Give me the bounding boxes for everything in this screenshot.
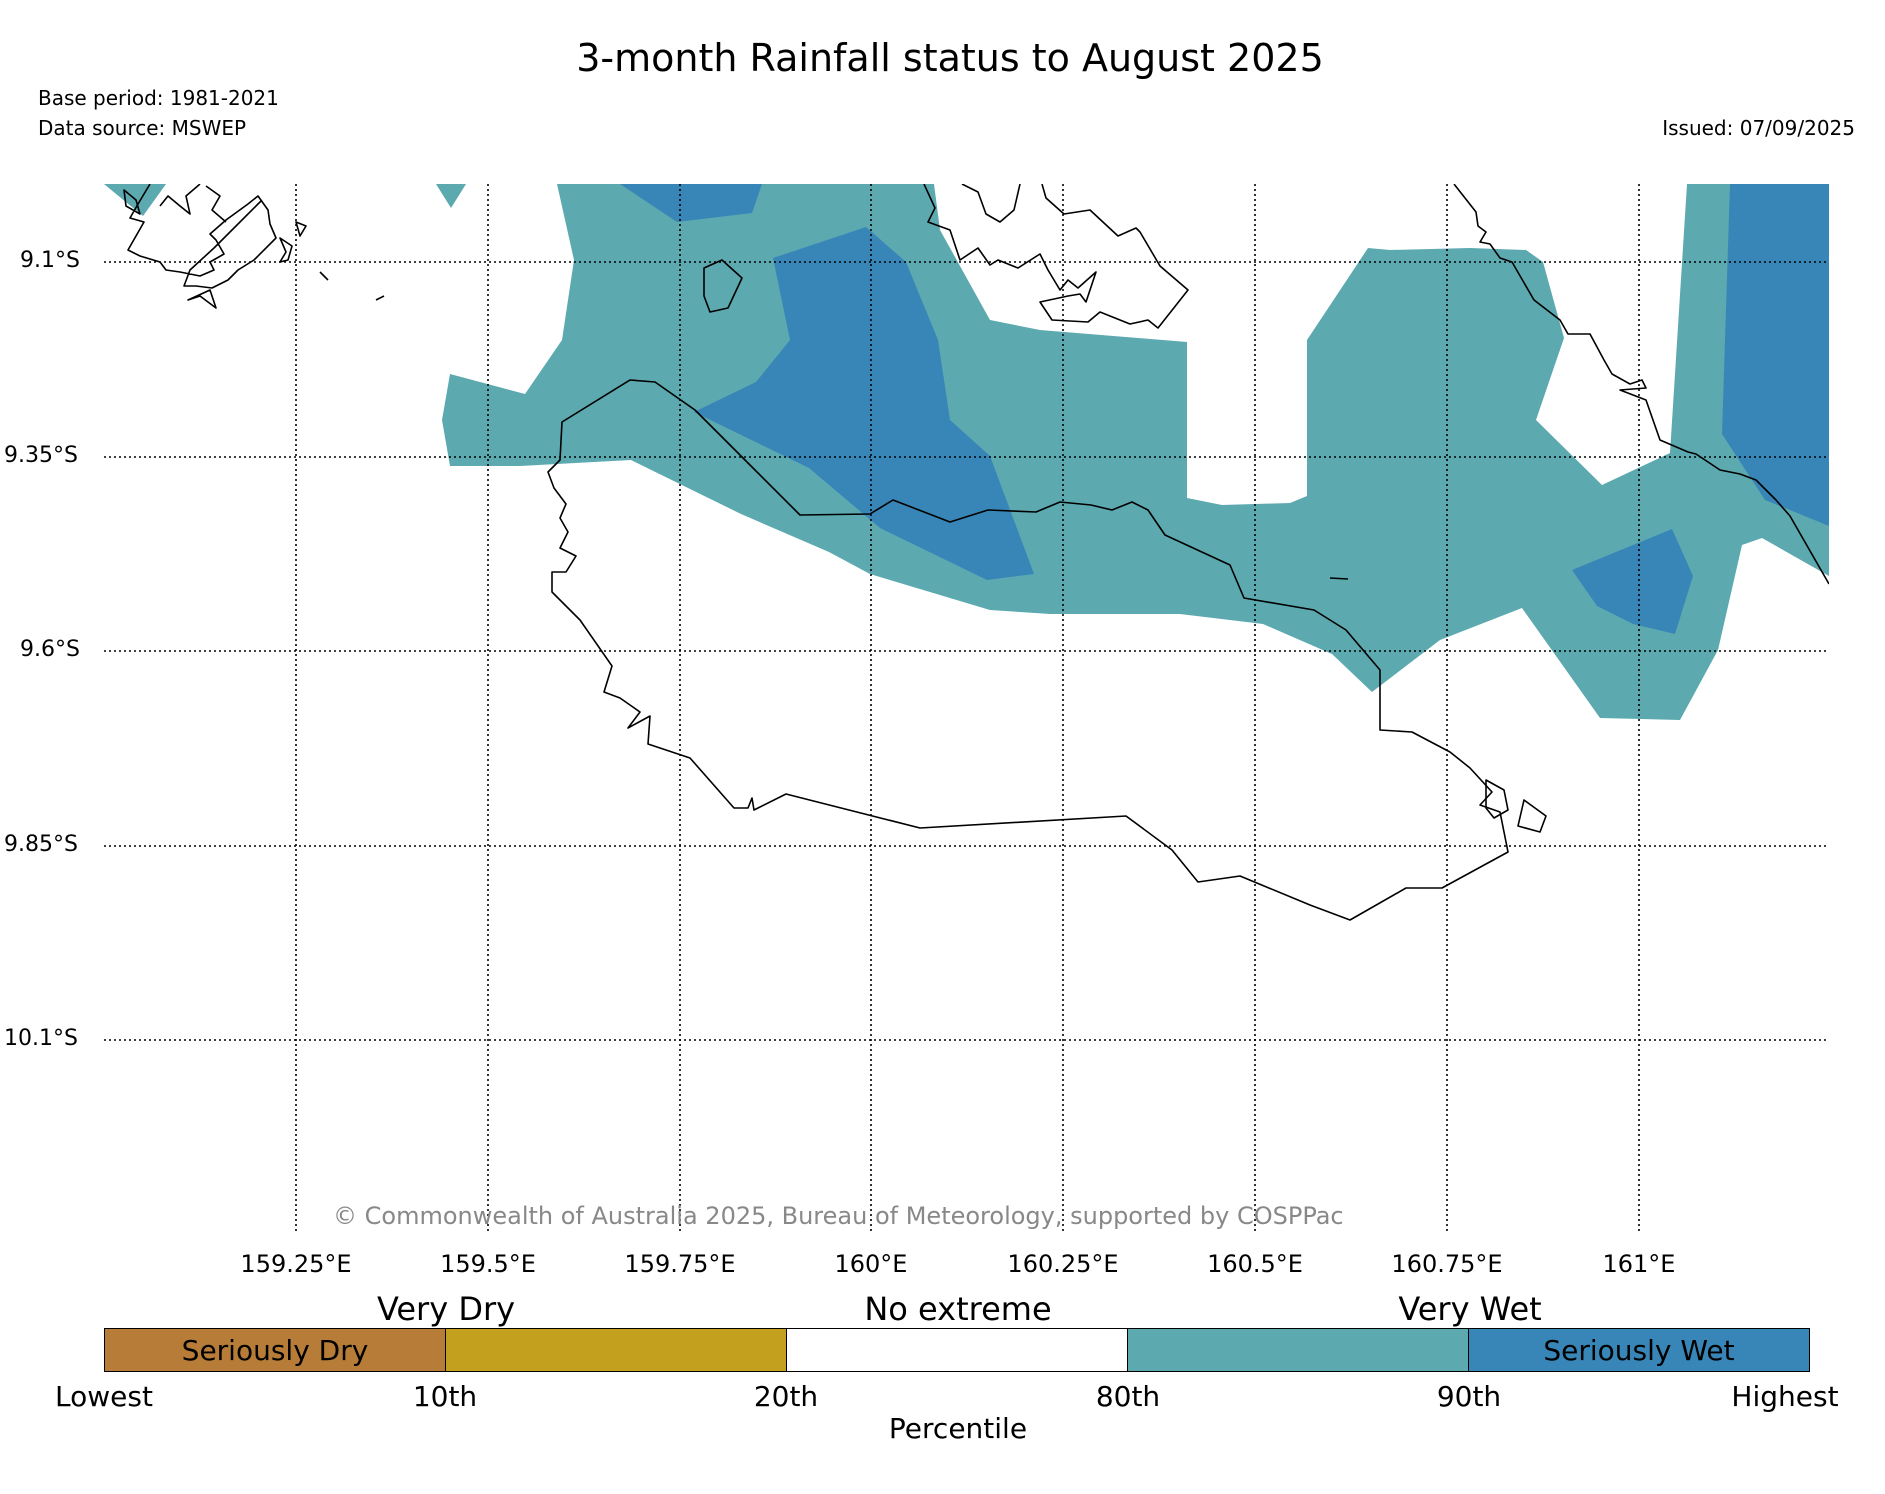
dash-mark [1329, 577, 1349, 580]
lat-label: 10.1°S [4, 1026, 78, 1051]
lon-label: 159.5°E [440, 1250, 536, 1278]
very-wet-category: Very Wet [1398, 1290, 1542, 1328]
florida-islands-coastline [923, 184, 1189, 329]
rainfall-map [104, 184, 1829, 1234]
issued-date-text: Issued: 07/09/2025 [1662, 116, 1855, 140]
legend-tick: Highest [1731, 1380, 1839, 1413]
lon-label: 160.25°E [1007, 1250, 1119, 1278]
percentile-legend: Seriously Dry Seriously Wet [104, 1328, 1810, 1372]
legend-tick: 80th [1095, 1380, 1161, 1413]
lon-label: 159.25°E [240, 1250, 352, 1278]
lat-label: 9.6°S [20, 637, 80, 662]
very-wet-region-small-mid [436, 184, 466, 208]
legend-seriously-wet: Seriously Wet [1469, 1329, 1809, 1371]
legend-tick: Lowest [55, 1380, 153, 1413]
malaita-coastline [1453, 184, 1829, 585]
guadalcanal-coastline [547, 379, 1509, 921]
seriously-wet-region-central [694, 227, 1034, 580]
copyright-notice: © Commonwealth of Australia 2025, Bureau… [333, 1202, 1344, 1230]
seriously-wet-region-northeast [1722, 184, 1829, 526]
lat-label: 9.1°S [20, 248, 80, 273]
east-small-islands [1485, 779, 1547, 833]
seriously-wet-regions [620, 184, 1829, 634]
very-dry-category: Very Dry [376, 1290, 516, 1328]
nggela-west-coastline [123, 184, 385, 309]
legend-very-wet [1128, 1329, 1469, 1371]
lat-label: 9.35°S [4, 443, 78, 468]
seriously-wet-region-north [620, 184, 762, 222]
seriously-wet-region-east [1572, 529, 1693, 634]
lat-label: 9.85°S [4, 832, 78, 857]
lon-label: 160°E [834, 1250, 908, 1278]
very-wet-region-main [442, 184, 1829, 720]
florida-islands-inner-coastline [961, 184, 1021, 223]
no-extreme-category: No extreme [864, 1290, 1052, 1328]
lon-label: 160.5°E [1207, 1250, 1303, 1278]
legend-very-dry [446, 1329, 787, 1371]
legend-tick: 90th [1436, 1380, 1502, 1413]
legend-tick: 20th [753, 1380, 819, 1413]
data-source-text: Data source: MSWEP [38, 116, 247, 140]
lon-gridlines [295, 184, 1640, 1234]
savo-island-coastline [703, 259, 743, 313]
coastlines [123, 184, 1829, 921]
lon-label: 159.75°E [624, 1250, 736, 1278]
percentile-axis-title: Percentile [888, 1412, 1028, 1445]
legend-no-extreme [787, 1329, 1128, 1371]
legend-tick: 10th [412, 1380, 478, 1413]
base-period-text: Base period: 1981-2021 [38, 86, 279, 110]
lon-label: 161°E [1602, 1250, 1676, 1278]
map-title: 3-month Rainfall status to August 2025 [576, 36, 1324, 80]
legend-seriously-dry: Seriously Dry [105, 1329, 446, 1371]
lon-label: 160.75°E [1391, 1250, 1503, 1278]
